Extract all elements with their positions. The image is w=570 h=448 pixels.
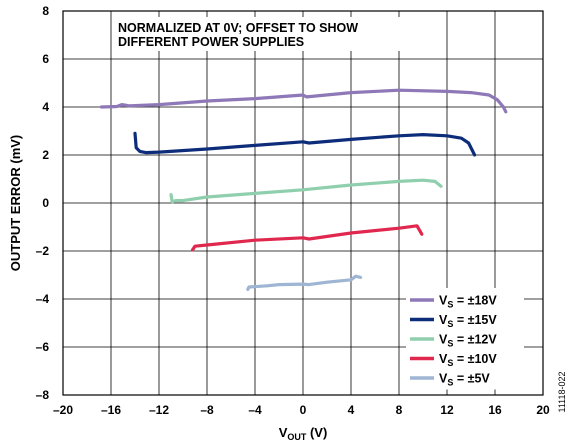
y-axis-title: OUTPUT ERROR (mV) bbox=[8, 135, 23, 272]
legend-label: VS = ±15V bbox=[439, 313, 497, 329]
legend-label: VS = ±18V bbox=[439, 294, 497, 310]
series-layer bbox=[99, 88, 508, 291]
series-line-3 bbox=[169, 178, 443, 204]
x-axis-title: VOUT (V) bbox=[279, 425, 328, 442]
x-tick-label: –20 bbox=[53, 403, 73, 417]
legend-label: VS = ±5V bbox=[439, 372, 490, 388]
x-axis-title-main: V bbox=[279, 425, 288, 440]
legend-label: VS = ±12V bbox=[439, 333, 497, 349]
x-tick-label: 4 bbox=[348, 403, 355, 417]
annotation-line-2: DIFFERENT POWER SUPPLIES bbox=[118, 35, 304, 49]
x-tick-label: 0 bbox=[300, 403, 307, 417]
x-tick-label: 16 bbox=[488, 403, 502, 417]
grid-lines bbox=[63, 11, 543, 395]
series-line-4 bbox=[191, 224, 424, 252]
y-tick-label: 6 bbox=[42, 52, 49, 66]
y-tick-label: –6 bbox=[36, 340, 50, 354]
x-tick-label: 12 bbox=[440, 403, 454, 417]
x-tick-label: –4 bbox=[248, 403, 262, 417]
legend-label: VS = ±10V bbox=[439, 352, 497, 368]
legend: VS = ±18V VS = ±15V VS = ±12V VS = ±10V VS =… bbox=[406, 288, 524, 390]
y-tick-label: –4 bbox=[36, 292, 50, 306]
x-tick-labels: –20 –16 –12 –8 –4 0 4 8 12 16 20 bbox=[53, 403, 550, 417]
y-tick-label: 4 bbox=[42, 100, 49, 114]
x-tick-label: 8 bbox=[396, 403, 403, 417]
y-tick-label: 2 bbox=[42, 148, 49, 162]
y-tick-label: –2 bbox=[36, 244, 50, 258]
annotation-background bbox=[113, 17, 443, 51]
y-tick-label: –8 bbox=[36, 388, 50, 402]
x-tick-label: –16 bbox=[101, 403, 121, 417]
annotation-line-1: NORMALIZED AT 0V; OFFSET TO SHOW bbox=[118, 21, 358, 35]
series-line-5 bbox=[246, 274, 363, 291]
series-line-1 bbox=[99, 88, 508, 114]
x-axis-title-unit: (V) bbox=[306, 425, 327, 440]
x-axis-title-sub: OUT bbox=[287, 432, 307, 442]
x-tick-label: –12 bbox=[149, 403, 169, 417]
y-tick-label: 8 bbox=[42, 4, 49, 18]
x-tick-label: 20 bbox=[536, 403, 550, 417]
x-tick-label: –8 bbox=[200, 403, 214, 417]
y-tick-labels: 8 6 4 2 0 –2 –4 –6 –8 bbox=[36, 4, 50, 402]
plot-frame bbox=[62, 10, 544, 396]
series-line-2 bbox=[133, 131, 477, 157]
y-tick-label: 0 bbox=[42, 196, 49, 210]
figure-id: 11118-022 bbox=[557, 371, 567, 412]
